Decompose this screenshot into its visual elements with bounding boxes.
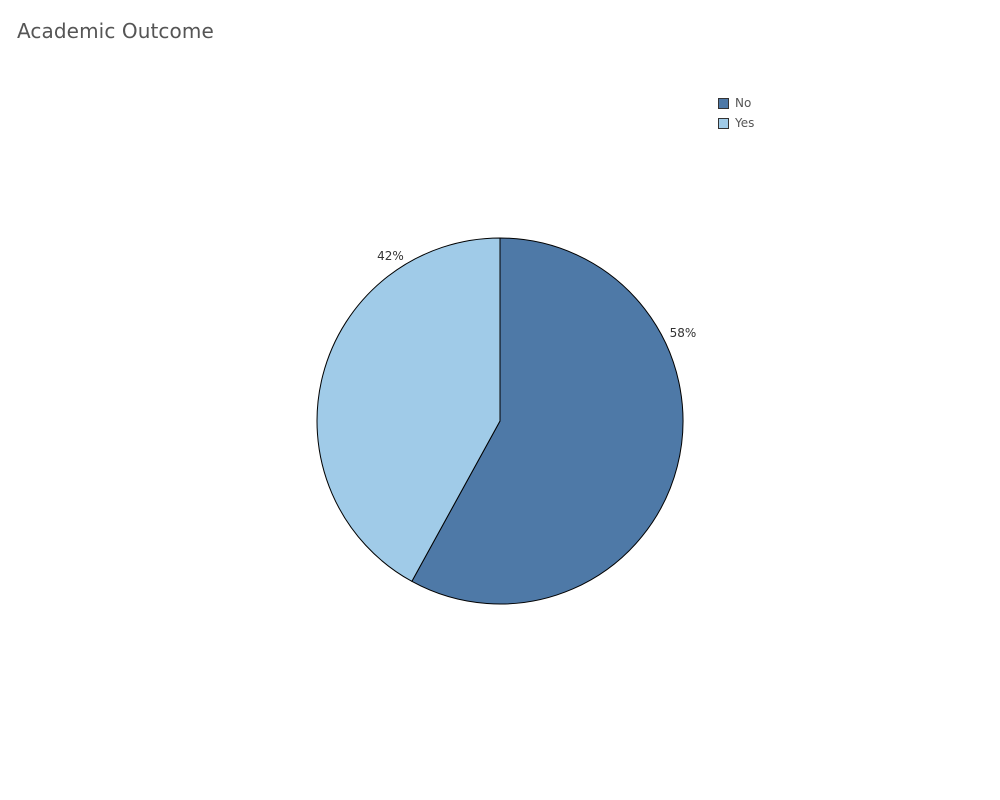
legend: No Yes [718,93,754,133]
pie-slice-no[interactable] [411,237,684,605]
legend-swatch-yes [718,117,729,129]
legend-swatch-no [718,97,729,109]
legend-item-no[interactable]: No [718,93,754,113]
legend-item-yes[interactable]: Yes [718,113,754,133]
slice-label-no: 58% [670,326,697,340]
legend-label-no: No [735,96,752,110]
chart-title: Academic Outcome [17,19,214,43]
pie-slice-yes[interactable] [316,237,501,583]
legend-label-yes: Yes [735,116,755,130]
slice-label-yes: 42% [377,249,404,263]
